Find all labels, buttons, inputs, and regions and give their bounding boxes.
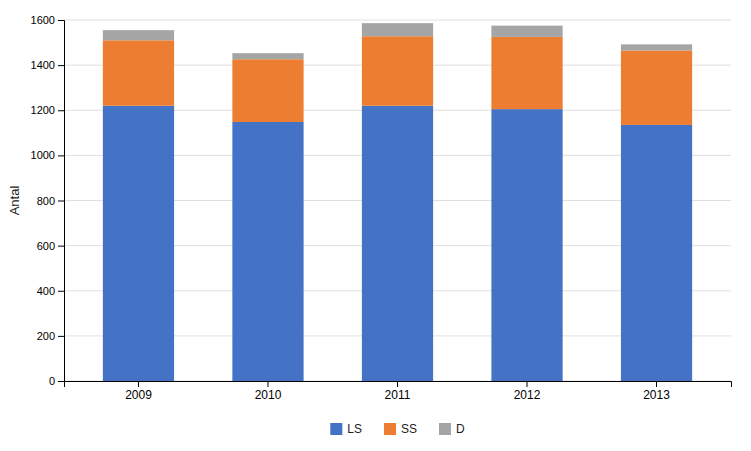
bar-series: [103, 23, 692, 59]
x-tick: 2010: [255, 381, 282, 402]
x-tick: 2013: [643, 381, 670, 402]
bar: [232, 53, 303, 59]
y-tick-mark: [58, 65, 64, 66]
bar: [103, 106, 174, 381]
legend: LS SS D: [330, 422, 465, 436]
legend-item: LS: [330, 422, 362, 436]
bar: [621, 44, 692, 50]
y-tick-mark: [58, 155, 64, 156]
legend-item: D: [439, 422, 465, 436]
y-tick: 1200: [31, 104, 64, 116]
y-tick-label: 200: [37, 330, 55, 342]
y-tick-mark: [58, 201, 64, 202]
legend-label: LS: [347, 422, 362, 436]
bar: [362, 23, 433, 36]
legend-label: D: [456, 422, 465, 436]
x-tick-label: 2013: [643, 388, 670, 402]
chart: 2009 2010 2011 2012 2013 0 200 400 600 800 1000 120…: [0, 0, 751, 451]
y-axis-label: Antal: [7, 186, 22, 216]
legend-swatch: [384, 423, 396, 435]
x-tick-label: 2009: [125, 388, 152, 402]
x-tick: 2009: [125, 381, 152, 402]
y-tick-mark: [58, 291, 64, 292]
y-tick-label: 800: [37, 195, 55, 207]
bar: [621, 50, 692, 124]
y-tick: 0: [49, 375, 64, 387]
bar: [103, 40, 174, 105]
y-tick: 600: [37, 240, 64, 252]
y-tick-mark: [58, 381, 64, 382]
y-tick: 400: [37, 285, 64, 297]
bar: [103, 30, 174, 40]
x-tick-mark: [138, 381, 139, 387]
bar: [621, 125, 692, 381]
grid: [64, 20, 731, 381]
x-tick: 2012: [514, 381, 541, 402]
x-tick-mark: [656, 381, 657, 387]
x-tick-label: 2011: [385, 388, 411, 402]
y-tick-mark: [58, 110, 64, 111]
bar-series: [103, 36, 692, 125]
y-tick-label: 1200: [31, 104, 55, 116]
legend-label: SS: [401, 422, 417, 436]
legend-swatch: [330, 423, 342, 435]
x-tick-mark: [397, 381, 398, 387]
x-tick: 2011: [385, 381, 411, 402]
bar: [362, 106, 433, 381]
y-tick-label: 600: [37, 240, 55, 252]
bar: [491, 37, 562, 109]
y-tick: 1000: [31, 149, 64, 161]
x-tick-label: 2012: [514, 388, 541, 402]
bar: [491, 26, 562, 37]
bar: [362, 36, 433, 105]
y-tick-label: 0: [49, 375, 55, 387]
y-tick-label: 1000: [31, 149, 55, 161]
x-tick-label: 2010: [255, 388, 282, 402]
y-tick: 800: [37, 195, 64, 207]
x-tick-mark: [267, 381, 268, 387]
y-tick-label: 1600: [31, 14, 55, 26]
y-tick: 200: [37, 330, 64, 342]
y-tick-mark: [58, 246, 64, 247]
y-axis-line: [58, 21, 65, 382]
y-tick: 1600: [31, 14, 64, 26]
x-axis: 2009 2010 2011 2012 2013: [65, 381, 732, 402]
y-tick-mark: [58, 336, 64, 337]
legend-item: SS: [384, 422, 417, 436]
bar-series: [103, 106, 692, 381]
plot: 2009 2010 2011 2012 2013 0 200 400 600 800 1000 120…: [31, 14, 732, 402]
bar: [232, 59, 303, 122]
y-axis: 0 200 400 600 800 1000 1200 1400 1600: [31, 14, 65, 387]
bar: [232, 122, 303, 381]
bars: [103, 23, 692, 381]
grid-line: [64, 20, 731, 21]
y-tick-mark: [58, 20, 64, 21]
y-tick-label: 400: [37, 285, 55, 297]
bar: [491, 109, 562, 381]
y-tick: 1400: [31, 59, 64, 71]
legend-swatch: [439, 423, 451, 435]
x-axis-line: [65, 382, 732, 388]
x-tick-mark: [527, 381, 528, 387]
y-tick-label: 1400: [31, 59, 55, 71]
